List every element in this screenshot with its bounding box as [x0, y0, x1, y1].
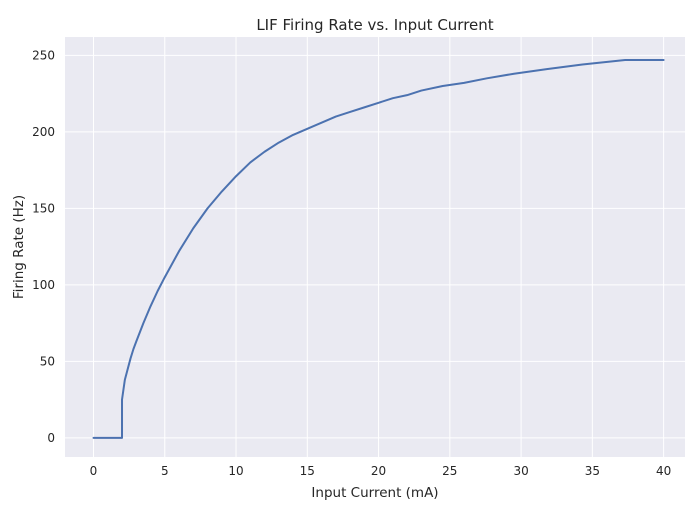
x-tick-label: 25	[442, 464, 457, 478]
y-tick-label: 250	[32, 48, 55, 62]
y-axis-ticks: 0 50 100 150 200 250	[32, 48, 55, 445]
x-tick-label: 10	[228, 464, 243, 478]
x-tick-label: 20	[371, 464, 386, 478]
y-tick-label: 0	[47, 431, 55, 445]
y-tick-label: 150	[32, 201, 55, 215]
chart-title: LIF Firing Rate vs. Input Current	[256, 16, 493, 34]
x-tick-label: 5	[161, 464, 169, 478]
x-tick-label: 15	[300, 464, 315, 478]
x-axis-ticks: 0 5 10 15 20 25 30 35 40	[90, 464, 672, 478]
x-tick-label: 30	[513, 464, 528, 478]
grid-lines	[65, 37, 685, 457]
x-tick-label: 35	[585, 464, 600, 478]
x-tick-label: 0	[90, 464, 98, 478]
series-line-firing-rate	[92, 58, 665, 439]
x-axis-label: Input Current (mA)	[311, 485, 438, 501]
plot-area	[65, 37, 685, 457]
y-tick-label: 200	[32, 125, 55, 139]
x-tick-label: 40	[656, 464, 671, 478]
y-tick-label: 50	[40, 354, 55, 368]
y-tick-label: 100	[32, 278, 55, 292]
y-axis-label: Firing Rate (Hz)	[11, 195, 27, 299]
